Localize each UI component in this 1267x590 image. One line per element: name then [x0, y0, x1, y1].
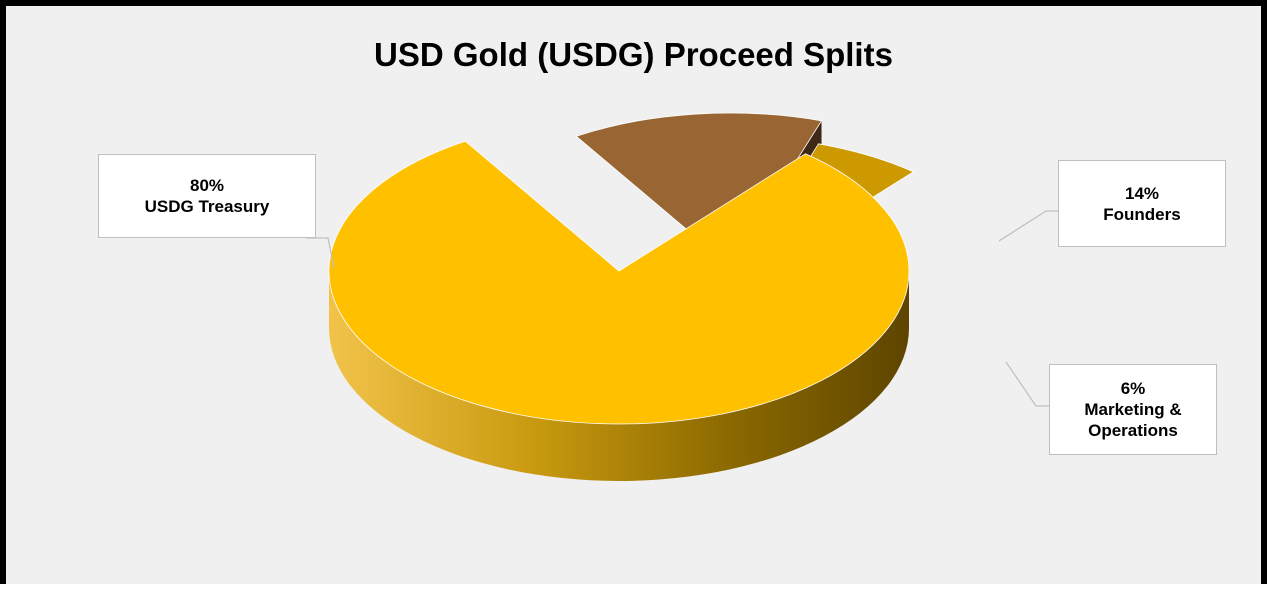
- pie-slice-founders: [575, 112, 823, 267]
- data-label-founders: 14% Founders: [1058, 160, 1226, 247]
- founders-percent: 14%: [1124, 183, 1160, 203]
- founders-label: Founders: [1103, 204, 1181, 224]
- treasury-side: [329, 271, 909, 481]
- pie-slice-treasury: [328, 140, 910, 425]
- treasury-label: USDG Treasury: [144, 197, 270, 216]
- pie-chart: [306, 112, 1058, 481]
- chart-title: USD Gold (USDG) Proceed Splits: [374, 36, 893, 73]
- treasury-leader: [306, 237, 335, 269]
- marketing-percent: 6%: [1120, 379, 1146, 398]
- founders-leader: [998, 210, 1058, 242]
- marketing-leader: [1005, 361, 1049, 407]
- marketing-label-line-2: Operations: [1088, 421, 1178, 440]
- marketing-label-line-1: Marketing &: [1084, 400, 1182, 419]
- treasury-percent: 80%: [189, 176, 225, 195]
- data-label-treasury: 80% USDG Treasury: [98, 154, 316, 238]
- data-label-marketing: 6% Marketing & Operations: [1049, 364, 1217, 455]
